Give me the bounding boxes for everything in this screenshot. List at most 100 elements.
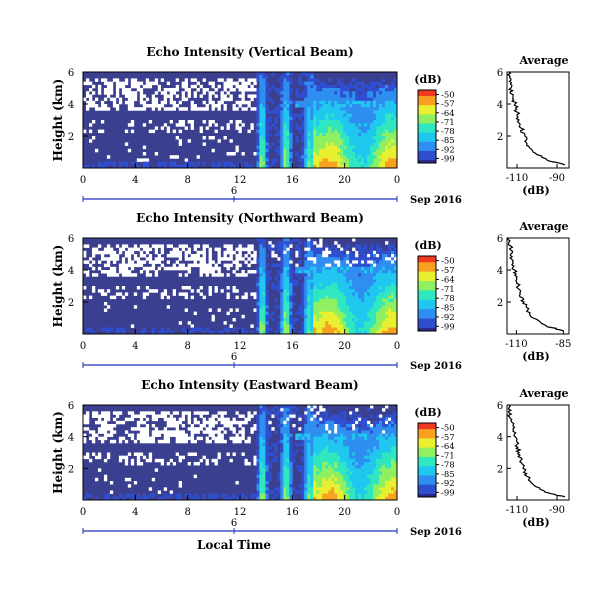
heatmap-cell: [358, 104, 362, 108]
heatmap-cell: [346, 104, 350, 108]
heatmap-cell: [214, 104, 218, 108]
heatmap-cell: [340, 487, 344, 491]
heatmap-cell: [136, 164, 141, 169]
colorbar-swatch: [418, 126, 436, 130]
heatmap-cell: [214, 439, 218, 444]
heatmap-cell: [379, 443, 383, 447]
x-tick-label: 16: [286, 175, 299, 186]
heatmap-cell: [85, 100, 90, 105]
heatmap-cell: [304, 411, 308, 415]
heatmap-cell: [352, 468, 356, 472]
heatmap-cell: [280, 126, 284, 130]
heatmap-cell: [367, 148, 371, 153]
heatmap-cell: [382, 436, 386, 441]
heatmap-cell: [367, 260, 371, 264]
heatmap-cell: [256, 449, 260, 453]
heatmap-cell: [289, 417, 293, 422]
heatmap-cell: [202, 88, 206, 92]
heatmap-cell: [364, 110, 368, 114]
heatmap-cell: [331, 452, 335, 456]
heatmap-cell: [337, 97, 341, 102]
heatmap-cell: [109, 430, 114, 434]
heatmap-cell: [88, 129, 93, 134]
heatmap-cell: [346, 158, 350, 162]
heatmap-cell: [355, 81, 359, 86]
heatmap-cell: [343, 490, 347, 494]
heatmap-cell: [145, 427, 150, 431]
heatmap-cell: [304, 113, 308, 118]
heatmap-cell: [235, 263, 239, 268]
heatmap-cell: [328, 266, 332, 271]
heatmap-cell: [322, 286, 326, 290]
heatmap-cell: [373, 81, 377, 86]
panel-1: Echo Intensity (Vertical Beam)246Height …: [51, 45, 570, 206]
heatmap-cell: [280, 408, 284, 412]
heatmap-cell: [208, 427, 212, 431]
heatmap-cell: [289, 161, 293, 166]
heatmap-cell: [286, 241, 290, 245]
heatmap-cell: [289, 295, 293, 300]
heatmap-cell: [307, 321, 311, 325]
heatmap-cell: [364, 308, 368, 312]
heatmap-cell: [379, 254, 383, 258]
heatmap-cell: [94, 411, 99, 415]
heatmap-cell: [256, 279, 260, 284]
heatmap-cell: [316, 302, 320, 306]
heatmap-cell: [367, 123, 371, 127]
heatmap-cell: [295, 104, 299, 108]
heatmap-cell: [91, 100, 96, 105]
heatmap-cell: [130, 100, 135, 105]
heatmap-cell: [205, 126, 209, 130]
heatmap-cell: [286, 465, 290, 469]
heatmap-cell: [364, 120, 368, 124]
heatmap-cell: [280, 286, 284, 290]
heatmap-cell: [316, 132, 320, 137]
heatmap-cell: [286, 257, 290, 261]
heatmap-cell: [196, 257, 200, 261]
heatmap-cell: [331, 468, 335, 472]
heatmap-cell: [385, 91, 389, 95]
heatmap-cell: [175, 496, 179, 501]
heatmap-cell: [334, 289, 338, 293]
heatmap-cell: [382, 123, 386, 127]
profile-x-tick-label: -110: [506, 173, 528, 184]
heatmap-cell: [385, 452, 389, 456]
heatmap-cell: [382, 477, 386, 482]
heatmap-cell: [265, 110, 269, 114]
heatmap-cell: [277, 282, 281, 287]
heatmap-cell: [142, 327, 147, 332]
heatmap-cell: [349, 91, 353, 95]
heatmap-cell: [334, 113, 338, 118]
heatmap-cell: [388, 273, 392, 277]
heatmap-cell: [196, 427, 200, 431]
heatmap-cell: [121, 88, 126, 92]
heatmap-cell: [139, 263, 144, 268]
heatmap-cell: [373, 155, 377, 159]
heatmap-cell: [331, 314, 335, 319]
heatmap-cell: [100, 78, 105, 82]
heatmap-cell: [304, 126, 308, 130]
heatmap-cell: [262, 305, 266, 309]
heatmap-cell: [103, 493, 108, 498]
heatmap-cell: [118, 270, 123, 274]
heatmap-cell: [283, 318, 287, 322]
heatmap-cell: [358, 305, 362, 309]
heatmap-cell: [262, 126, 266, 130]
heatmap-cell: [289, 493, 293, 498]
heatmap-cell: [295, 433, 299, 437]
heatmap-cell: [385, 266, 389, 271]
heatmap-cell: [373, 424, 377, 428]
heatmap-cell: [124, 81, 129, 86]
heatmap-cell: [304, 452, 308, 456]
heatmap-cell: [262, 314, 266, 319]
heatmap-cell: [250, 414, 254, 418]
heatmap-cell: [301, 104, 305, 108]
heatmap-cell: [382, 318, 386, 322]
colorbar-swatch: [418, 150, 436, 155]
heatmap-cell: [391, 446, 395, 450]
heatmap-cell: [304, 129, 308, 134]
heatmap-cell: [259, 91, 263, 95]
heatmap-cell: [355, 443, 359, 447]
heatmap-cell: [283, 433, 287, 437]
heatmap-cell: [160, 263, 165, 268]
